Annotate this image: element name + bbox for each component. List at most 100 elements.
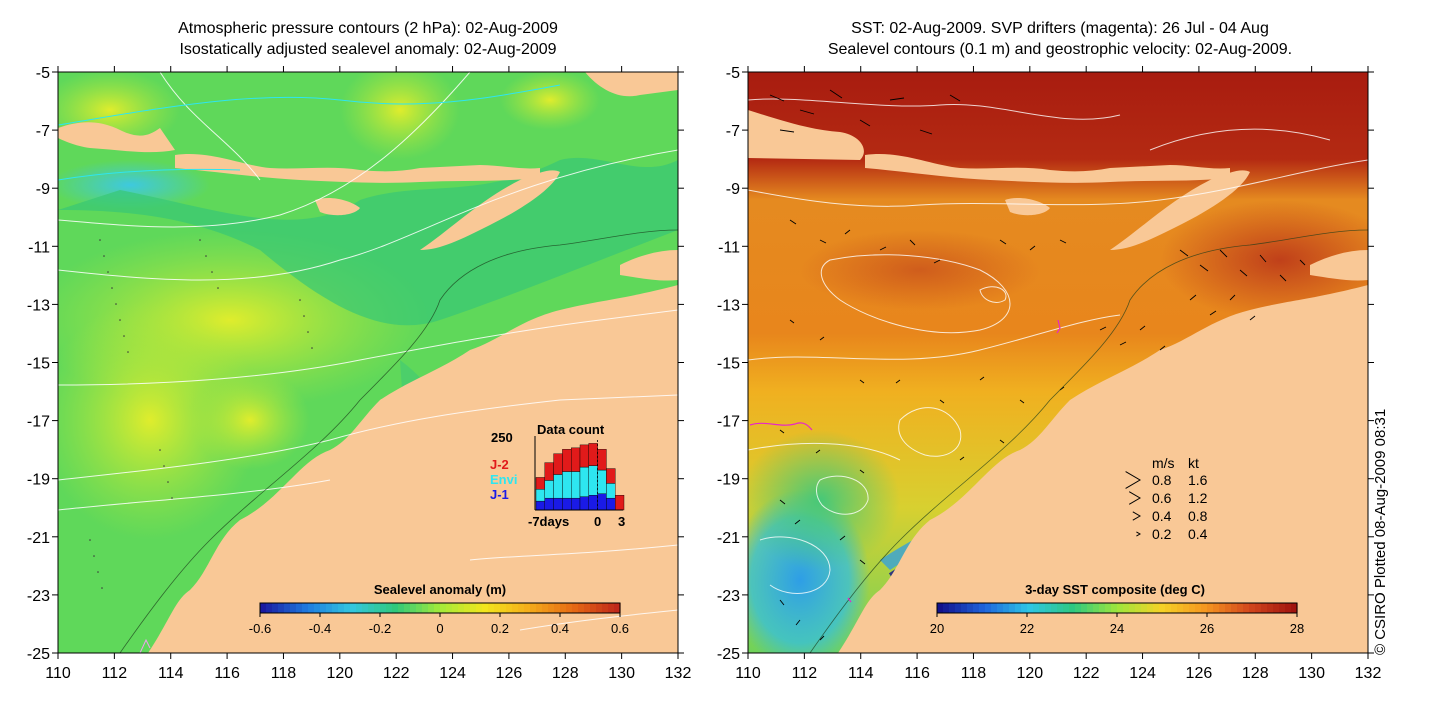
inset-bar-j-2 [544,462,554,481]
inset-bar-j-1 [535,500,546,511]
colorbar-swatch [326,603,333,613]
colorbar-swatch [1291,603,1298,613]
inset-bar-envi [606,483,616,499]
right-axes: -5 -7 -9 -11 -13 -15 -17 -19 -21 -23 -25 110 112 114 1… [717,65,1382,682]
lon-label: 120 [1016,665,1043,682]
colorbar-swatch [590,603,597,613]
colorbar-swatch [410,603,417,613]
island-east [620,250,678,281]
colorbar-swatch [440,603,447,613]
colorbar-swatch [1063,603,1070,613]
colorbar-swatch [1021,603,1028,613]
colorbar-swatch [332,603,339,613]
colorbar-swatch [1147,603,1154,613]
colorbar-swatch [1105,603,1112,613]
colorbar-swatch [458,603,465,613]
sst-cool-region [748,430,900,570]
colorbar-swatch [500,603,507,613]
lon-label: 128 [1242,665,1269,682]
colorbar-swatch [380,603,387,613]
magenta-marker [139,638,151,653]
colorbar-swatch [1225,603,1232,613]
colorbar-swatch [368,603,375,613]
colorbar-swatch [398,603,405,613]
inset-bar-j-1 [544,497,554,511]
velocity-legend-arrow [1136,531,1141,537]
colorbar-swatch [1243,603,1250,613]
colorbar-swatch [1165,603,1172,613]
colorbar-swatch [1009,603,1016,613]
sealevel-colorbar-label: Sealevel anomaly (m) [374,582,506,597]
colorbar-swatch [1123,603,1130,613]
inset-bar-j-2 [606,468,616,484]
colorbar-tick-label: 26 [1200,621,1214,636]
inset-bar-envi [579,466,590,497]
colorbar-swatch [608,603,615,613]
inset-legend-j1: J-1 [490,487,509,502]
data-track-dots [89,239,313,589]
colorbar-swatch [560,603,567,613]
colorbar-swatch [1027,603,1034,613]
lat-label: -15 [717,356,740,373]
anomaly-high-region [340,72,460,160]
inset-ymax-label: 250 [491,430,513,445]
colorbar-swatch [602,603,609,613]
velocity-legend-kt: 0.8 [1188,508,1208,524]
lon-label: 130 [608,665,635,682]
colorbar-swatch [967,603,974,613]
colorbar-swatch [1153,603,1160,613]
colorbar-swatch [482,603,489,613]
inset-bar-j-1 [606,497,616,511]
island-east [1310,250,1368,281]
lat-label: -9 [36,181,50,198]
lon-label: 120 [326,665,353,682]
geostrophic-velocity-arrows [769,89,1306,641]
lesser-sunda-islands [175,153,540,183]
colorbar-swatch [614,603,621,613]
colorbar-tick-label: -0.2 [369,621,391,636]
pressure-contours [58,72,678,631]
colorbar-swatch [542,603,549,613]
lon-label: 132 [1355,665,1382,682]
colorbar-swatch [362,603,369,613]
colorbar-swatch [961,603,968,613]
colorbar-tick-label: 28 [1290,621,1304,636]
colorbar-swatch [979,603,986,613]
colorbar-tick-label: 0.4 [551,621,569,636]
colorbar-tick-label: 20 [930,621,944,636]
lon-label: 122 [383,665,410,682]
sumba-island [1005,197,1050,216]
lon-label: 124 [1129,665,1156,682]
colorbar-swatch [1033,603,1040,613]
lon-label: 122 [1073,665,1100,682]
colorbar-swatch [1177,603,1184,613]
colorbar-swatch [1087,603,1094,613]
velocity-legend-ms: 0.6 [1152,490,1172,506]
velocity-legend-arrow [1128,491,1141,505]
colorbar-swatch [470,603,477,613]
colorbar-tick-label: 0.6 [611,621,629,636]
lon-label: 126 [496,665,523,682]
lat-label: -15 [27,356,50,373]
inset-bar-j-1 [579,496,590,511]
lon-label: 110 [45,665,71,682]
lon-label: 110 [735,665,761,682]
velocity-legend-kt-header: kt [1188,455,1199,471]
colorbar-swatch [284,603,291,613]
lon-label: 116 [214,665,240,682]
velocity-legend-ms: 0.4 [1152,508,1172,524]
anomaly-high-region [500,72,600,130]
colorbar-swatch [374,603,381,613]
lat-label: -5 [726,65,740,82]
australia-land [838,285,1368,653]
colorbar-tick-label: 0.2 [491,621,509,636]
inset-bar-envi [597,469,607,494]
colorbar-swatch [314,603,321,613]
colorbar-swatch [506,603,513,613]
colorbar-swatch [1111,603,1118,613]
inset-bar-envi [588,465,598,496]
svp-drifter-tracks [749,319,1061,603]
inset-bar-envi [544,480,554,499]
left-title-line1: Atmospheric pressure contours (2 hPa): 0… [178,20,558,37]
